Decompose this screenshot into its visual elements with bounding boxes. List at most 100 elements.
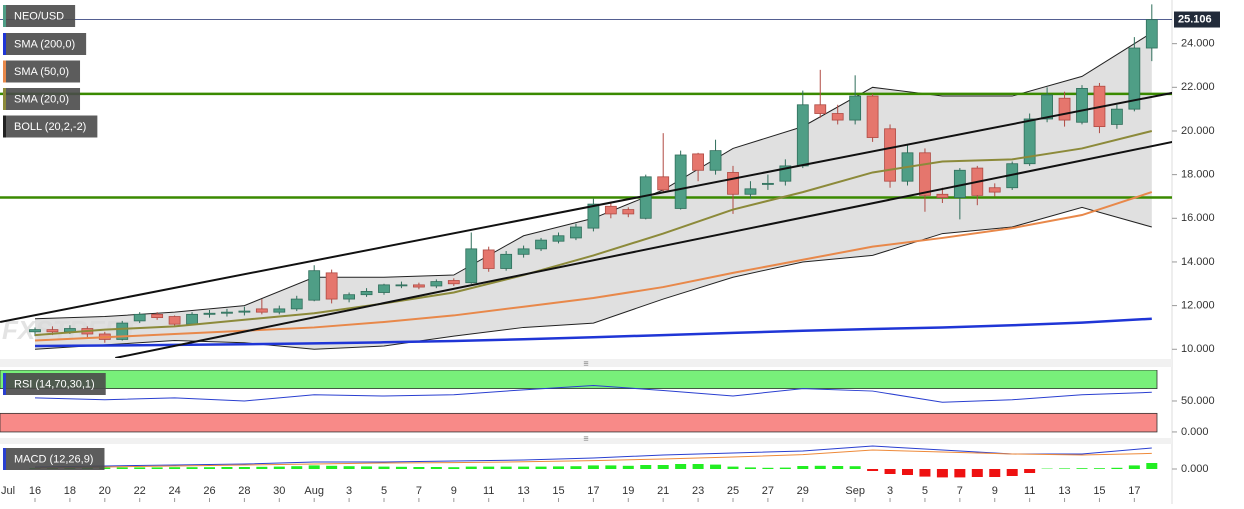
legend-swatch [3, 373, 6, 395]
macd-histogram-bar [396, 467, 407, 469]
macd-histogram-bar [204, 467, 215, 469]
x-tick-label: 23 [692, 485, 704, 497]
macd-histogram-bar [675, 464, 686, 469]
legend-swatch [3, 5, 6, 27]
legend-item[interactable]: SMA (20,0) [3, 88, 80, 110]
x-tick-label: 15 [1093, 485, 1105, 497]
candle-body [134, 314, 145, 321]
macd-histogram-bar [623, 466, 634, 469]
candle-body [396, 285, 407, 286]
divider-handle[interactable]: ≡ [583, 358, 588, 368]
macd-histogram-bar [536, 467, 547, 469]
x-tick-label: 11 [483, 485, 494, 497]
macd-histogram-bar [658, 465, 669, 469]
macd-histogram-bar [379, 467, 390, 469]
x-tick-label: 7 [957, 485, 963, 497]
candle-body [204, 313, 215, 314]
candle-body [466, 249, 477, 283]
x-tick-label: Aug [304, 485, 324, 497]
candle-body [867, 96, 878, 137]
macd-histogram-bar [972, 469, 983, 477]
legend-swatch [3, 61, 6, 83]
macd-histogram-bar [309, 465, 320, 469]
macd-histogram-bar [221, 467, 232, 469]
macd-histogram-bar [605, 465, 616, 469]
macd-histogram-bar [413, 467, 424, 469]
macd-histogram-bar [728, 467, 739, 469]
candle-body [448, 281, 459, 284]
legend-item[interactable]: RSI (14,70,30,1) [3, 373, 106, 395]
y-tick-label: 22.000 [1181, 81, 1215, 93]
candle-body [745, 189, 756, 194]
candle-body [570, 227, 581, 238]
candle-body [1077, 88, 1088, 122]
macd-histogram-bar [797, 466, 808, 469]
x-tick-label: 5 [381, 485, 387, 497]
candle-body [30, 330, 41, 332]
legend-item[interactable]: BOLL (20,2,-2) [3, 116, 97, 138]
macd-histogram-bar [344, 466, 355, 469]
macd-histogram-bar [1111, 468, 1122, 469]
candle-body [256, 309, 267, 312]
x-tick-label: 20 [99, 485, 111, 497]
legend-label: SMA (20,0) [14, 93, 69, 105]
legend-item[interactable]: SMA (200,0) [3, 33, 86, 55]
x-tick-label: 3 [346, 485, 352, 497]
macd-histogram-bar [693, 464, 704, 469]
macd-histogram-bar [745, 467, 756, 469]
y-tick-label: 20.000 [1181, 125, 1215, 137]
legend-item[interactable]: NEO/USD [3, 5, 75, 27]
candle-body [326, 273, 337, 299]
candle-body [623, 210, 634, 214]
x-tick-label: 19 [622, 485, 634, 497]
macd-histogram-bar [1077, 468, 1088, 469]
candle-body [762, 183, 773, 184]
x-tick-label: 18 [64, 485, 76, 497]
y-tick-label: 16.000 [1181, 212, 1215, 224]
y-tick-label: 50.000 [1181, 395, 1215, 407]
x-tick-label: 21 [657, 485, 669, 497]
x-tick-label: 11 [1024, 485, 1035, 497]
candle-body [693, 154, 704, 170]
candle-body [640, 177, 651, 218]
macd-histogram-bar [187, 467, 198, 469]
candle-body [344, 295, 355, 299]
macd-histogram-bar [466, 467, 477, 469]
candle-body [152, 314, 163, 317]
y-tick-label: 14.000 [1181, 256, 1215, 268]
x-tick-label: 9 [451, 485, 457, 497]
x-tick-label: Sep [845, 485, 865, 497]
legend-label: BOLL (20,2,-2) [14, 121, 86, 133]
candle-body [1146, 20, 1157, 48]
macd-histogram-bar [780, 468, 791, 469]
macd-histogram-bar [274, 467, 285, 469]
macd-histogram-bar [815, 466, 826, 469]
candle-body [1042, 95, 1053, 119]
macd-histogram-bar [152, 467, 163, 469]
macd-histogram-bar [1059, 468, 1070, 469]
candle-body [815, 105, 826, 114]
macd-histogram-bar [954, 469, 965, 477]
x-tick-label: 7 [416, 485, 422, 497]
candle-body [291, 299, 302, 309]
candle-body [47, 330, 58, 332]
legend-item[interactable]: SMA (50,0) [3, 61, 80, 83]
macd-histogram-bar [588, 465, 599, 469]
x-tick-label: 24 [168, 485, 180, 497]
legend-item[interactable]: MACD (12,26,9) [3, 448, 104, 470]
divider-handle[interactable]: ≡ [583, 433, 588, 443]
macd-histogram-bar [919, 469, 930, 477]
x-tick-label: 5 [922, 485, 928, 497]
macd-histogram-bar [570, 466, 581, 469]
candle-body [797, 105, 808, 166]
candle-body [1111, 109, 1122, 124]
candle-body [379, 285, 390, 293]
macd-histogram-bar [937, 469, 948, 477]
x-tick-label: 15 [552, 485, 564, 497]
y-tick-label: 10.000 [1181, 343, 1215, 355]
macd-histogram-bar [134, 467, 145, 469]
y-tick-label: 18.000 [1181, 169, 1215, 181]
macd-histogram-bar [239, 467, 250, 469]
